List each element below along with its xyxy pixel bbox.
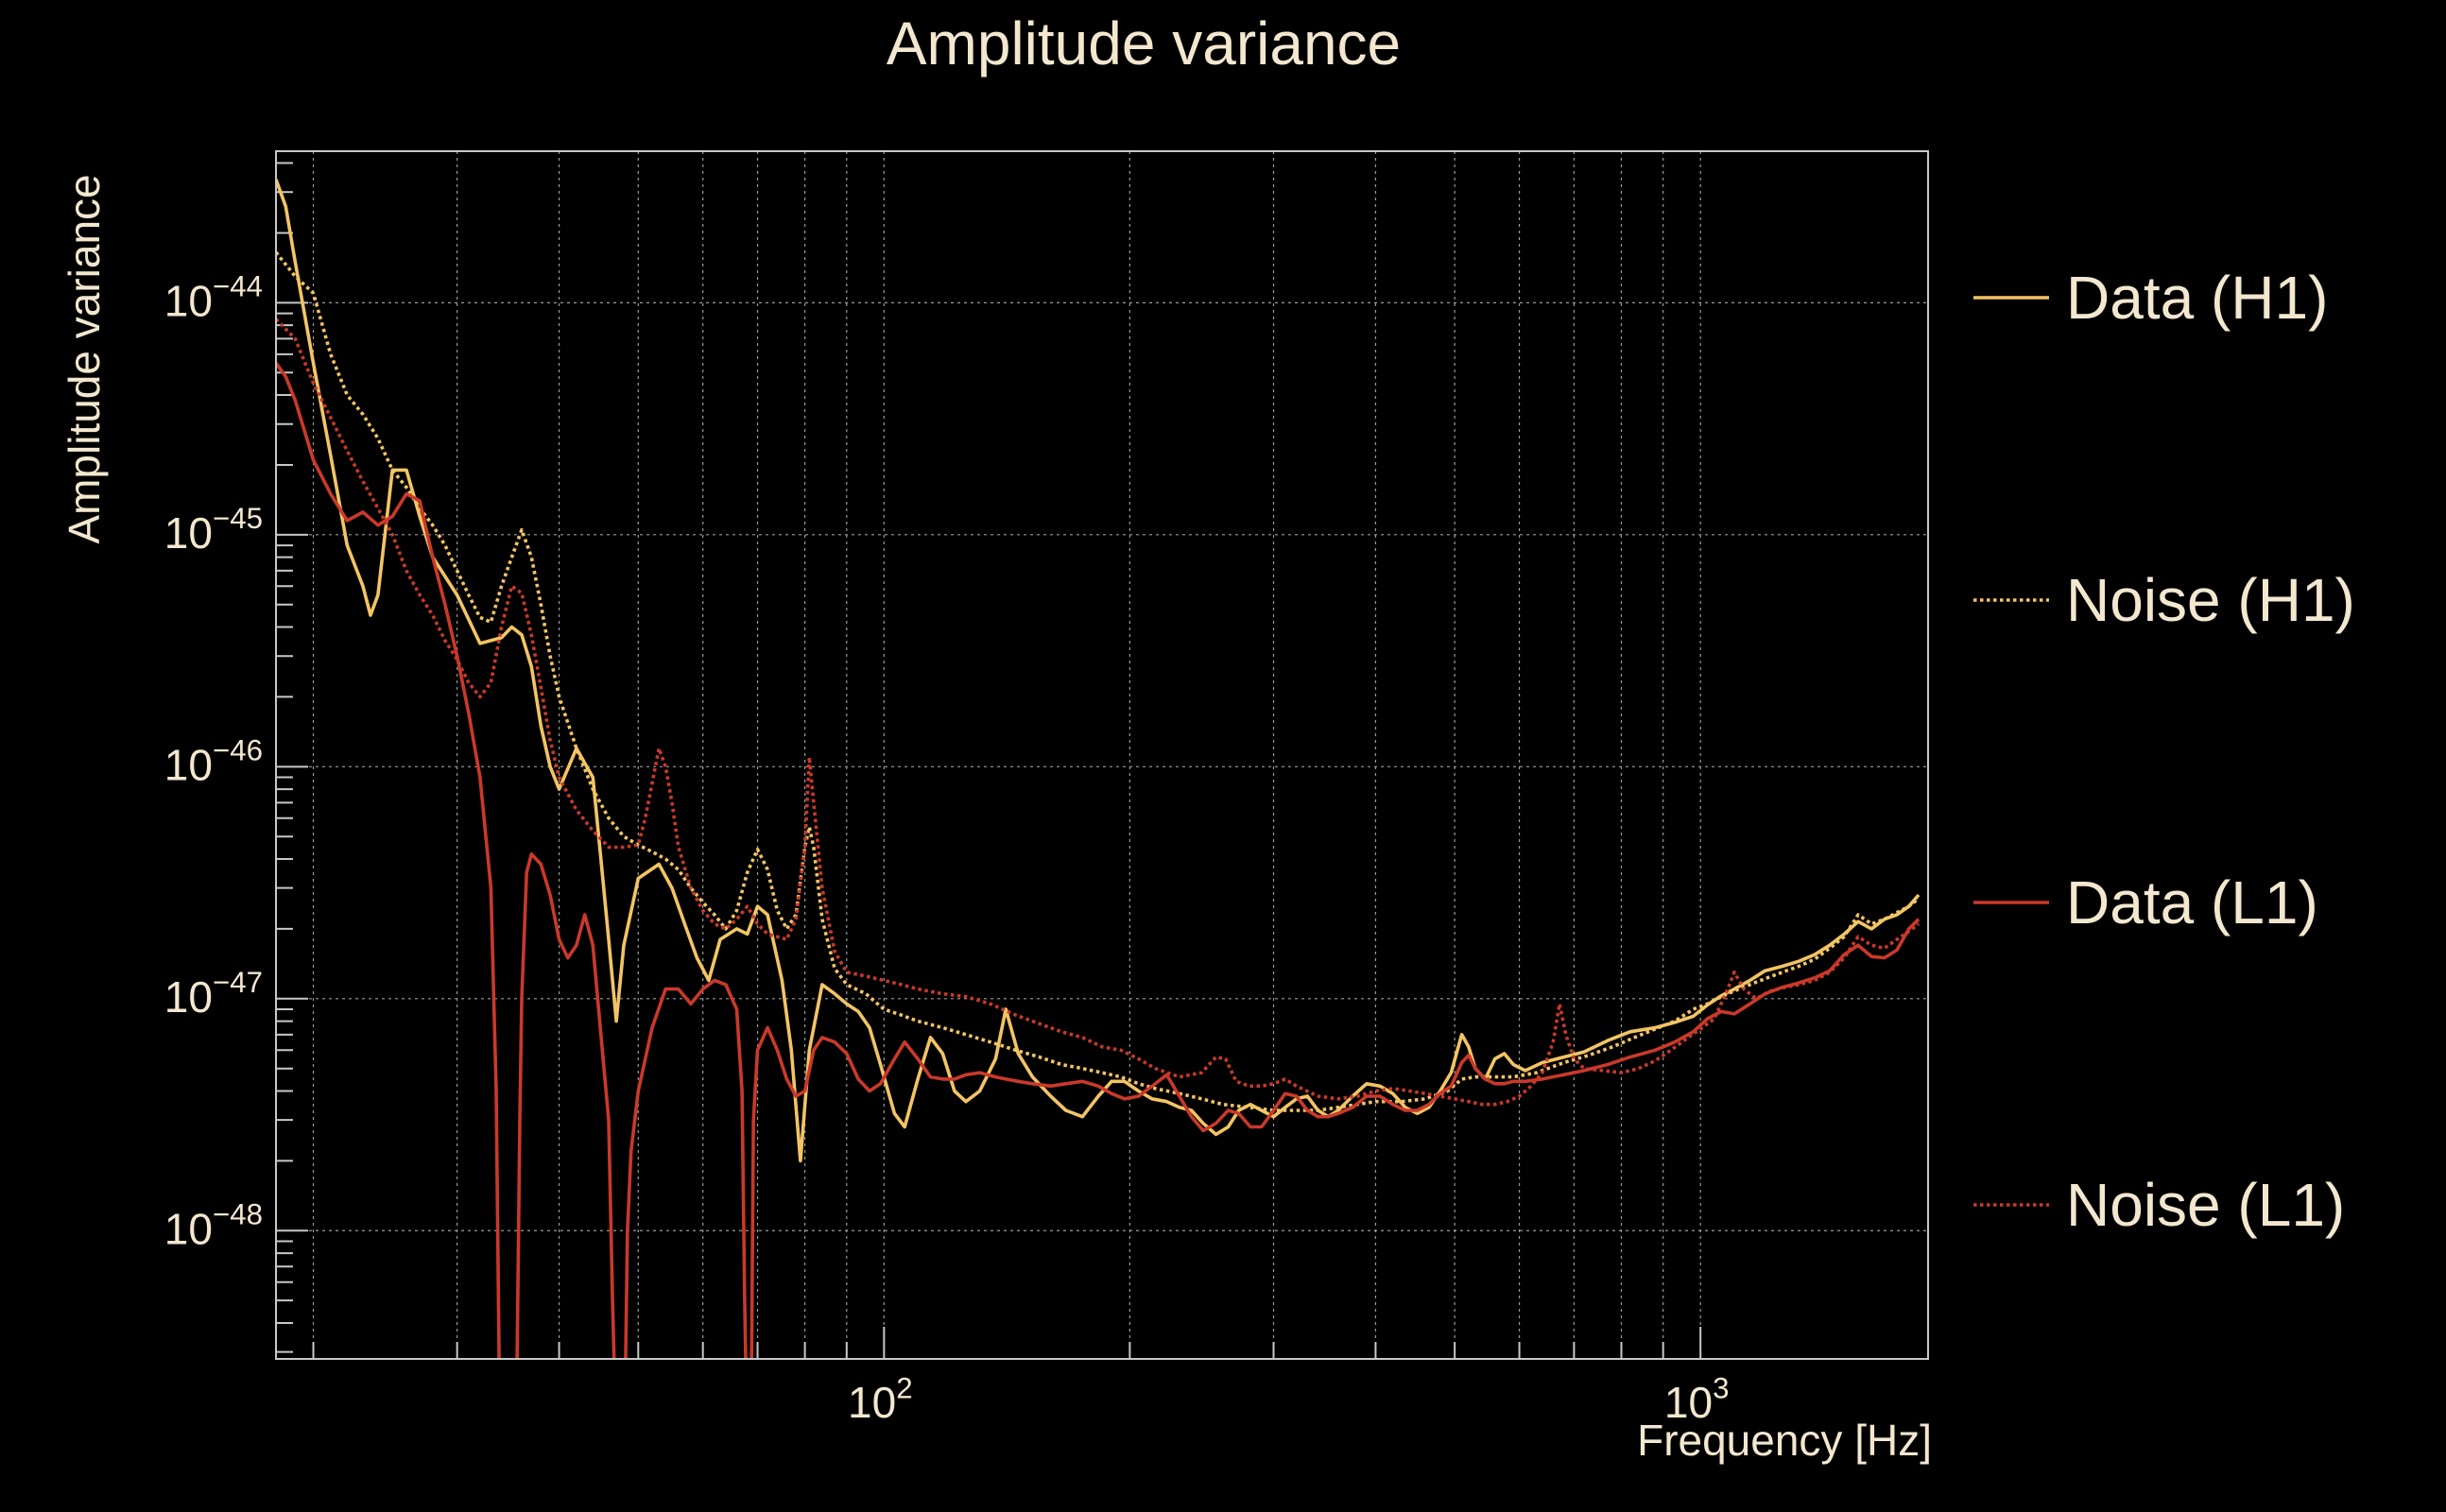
y-tick-label: 10−47 <box>164 966 263 1022</box>
plot-series <box>276 179 1921 1359</box>
y-tick-label: 10−46 <box>164 734 263 790</box>
y-tick-label-base: 10 <box>164 740 213 789</box>
legend: Data (H1) Noise (H1) Data (L1) Noise (L1) <box>1973 264 2355 1239</box>
y-tick-label-base: 10 <box>164 1204 213 1253</box>
x-tick-label-base: 10 <box>1664 1378 1713 1427</box>
series-line-4 <box>276 318 1921 1107</box>
x-tick-label-exponent: 2 <box>896 1371 912 1404</box>
y-tick-label-exponent: −44 <box>213 270 263 303</box>
legend-label-1: Data (H1) <box>2066 264 2328 332</box>
y-tick-label-exponent: −46 <box>213 734 263 767</box>
chart-title: Amplitude variance <box>887 9 1401 77</box>
legend-label-2: Noise (H1) <box>2066 566 2355 634</box>
series-line-2 <box>276 250 1921 1112</box>
x-tick-label: 102 <box>848 1371 913 1427</box>
y-tick-label-base: 10 <box>164 508 213 558</box>
y-tick-label-exponent: −47 <box>213 966 263 999</box>
y-tick-label-base: 10 <box>164 972 213 1022</box>
y-tick-label: 10−44 <box>164 270 263 326</box>
x-tick-label-exponent: 3 <box>1713 1371 1729 1404</box>
grid-lines <box>276 151 1928 1359</box>
x-axis-label: Frequency [Hz] <box>1637 1416 1932 1465</box>
series-line-1 <box>276 179 1921 1163</box>
x-tick-label-base: 10 <box>848 1378 896 1427</box>
legend-label-3: Data (L1) <box>2066 868 2318 936</box>
y-tick-label-exponent: −45 <box>213 502 263 535</box>
x-tick-label: 103 <box>1664 1371 1730 1427</box>
y-tick-label-base: 10 <box>164 276 213 325</box>
plot-frame <box>275 150 1929 1360</box>
y-tick-label: 10−48 <box>164 1198 263 1254</box>
y-tick-label-exponent: −48 <box>213 1198 263 1231</box>
legend-label-4: Noise (L1) <box>2066 1171 2345 1239</box>
y-tick-label: 10−45 <box>164 502 263 558</box>
y-axis-label: Amplitude variance <box>60 174 109 543</box>
